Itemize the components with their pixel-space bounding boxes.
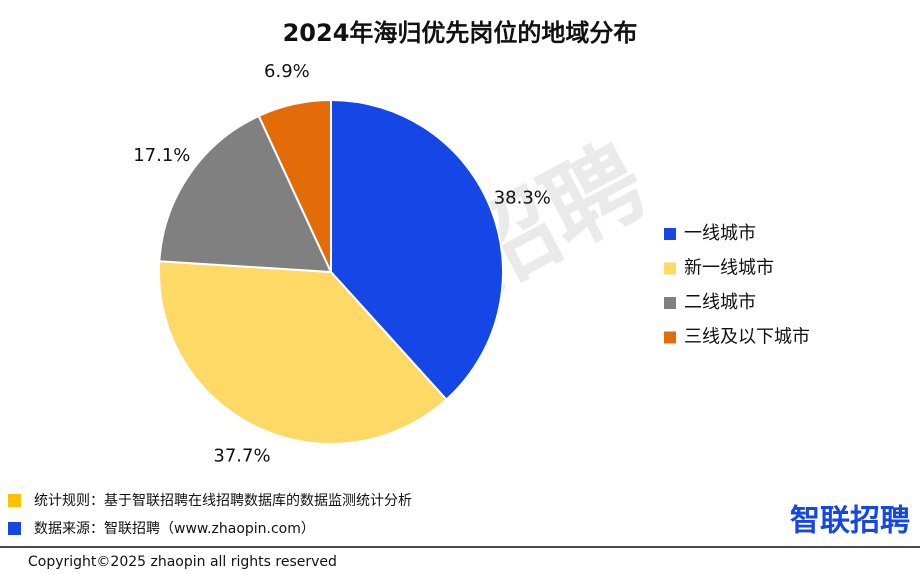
pie-slice [330,98,504,401]
note-marker [8,522,21,535]
data-label: 38.3% [494,187,551,208]
chart-title: 2024年海归优先岗位的地域分布 [283,19,638,47]
legend-marker [664,262,676,275]
data-label: 6.9% [264,61,310,82]
legend-label: 新一线城市 [684,258,774,279]
pie-slice [158,260,448,445]
data-label: 17.1% [133,145,190,166]
legend-label: 一线城市 [684,223,756,244]
data-label: 37.7% [213,446,270,467]
legend-label: 二线城市 [684,292,756,313]
logo: 智联招聘 [790,504,910,539]
legend-marker [664,228,676,240]
pie-slice [257,98,332,273]
note: 数据来源：智联招聘（www.zhaopin.com） [34,521,315,537]
copyright: Copyright©2025 zhaopin all rights reserv… [28,554,337,570]
note: 统计规则：基于智联招聘在线招聘数据库的数据监测统计分析 [34,492,412,509]
pie-slice [158,114,333,274]
legend-marker [664,297,676,309]
legend-label: 三线及以下城市 [684,327,810,348]
note-marker [8,494,21,507]
legend-marker [664,331,676,344]
